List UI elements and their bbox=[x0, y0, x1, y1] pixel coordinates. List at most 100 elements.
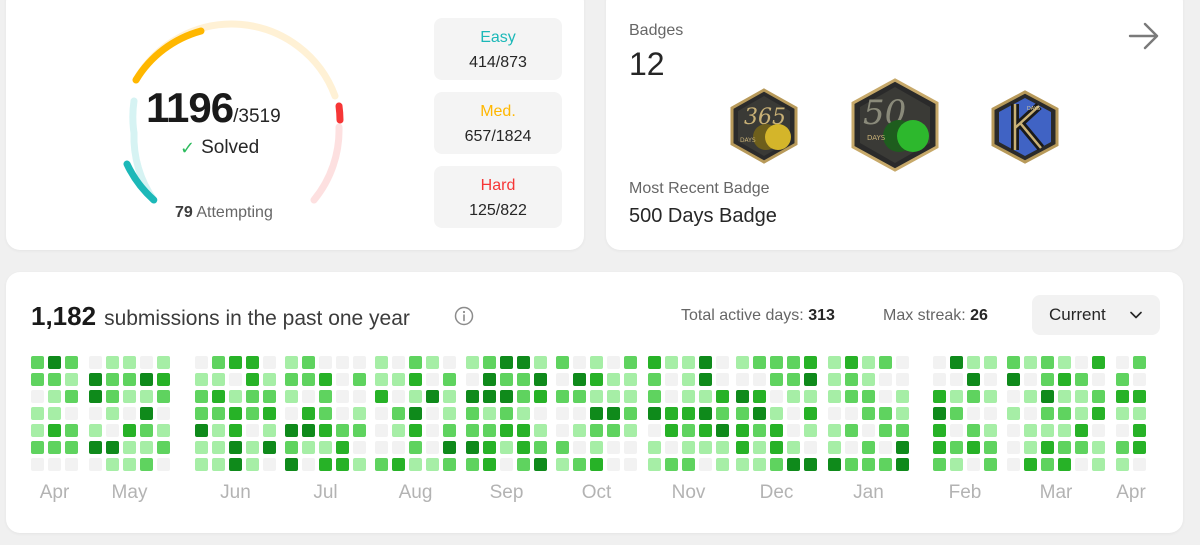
heatmap-cell[interactable] bbox=[195, 424, 208, 437]
heatmap-cell[interactable] bbox=[426, 407, 439, 420]
heatmap-cell[interactable] bbox=[31, 356, 44, 369]
heatmap-cell[interactable] bbox=[933, 356, 946, 369]
heatmap-cell[interactable] bbox=[517, 458, 530, 471]
heatmap-cell[interactable] bbox=[556, 441, 569, 454]
heatmap-cell[interactable] bbox=[967, 441, 980, 454]
heatmap-cell[interactable] bbox=[787, 458, 800, 471]
heatmap-cell[interactable] bbox=[48, 407, 61, 420]
heatmap-cell[interactable] bbox=[1075, 458, 1088, 471]
heatmap-cell[interactable] bbox=[682, 424, 695, 437]
heatmap-cell[interactable] bbox=[1133, 390, 1146, 403]
heatmap-cell[interactable] bbox=[426, 424, 439, 437]
heatmap-cell[interactable] bbox=[1075, 390, 1088, 403]
heatmap-cell[interactable] bbox=[246, 458, 259, 471]
heatmap-cell[interactable] bbox=[89, 458, 102, 471]
heatmap-cell[interactable] bbox=[753, 424, 766, 437]
heatmap-cell[interactable] bbox=[1041, 356, 1054, 369]
heatmap-cell[interactable] bbox=[89, 356, 102, 369]
heatmap-cell[interactable] bbox=[862, 356, 875, 369]
heatmap-cell[interactable] bbox=[89, 407, 102, 420]
heatmap-cell[interactable] bbox=[500, 407, 513, 420]
heatmap-cell[interactable] bbox=[246, 441, 259, 454]
heatmap-cell[interactable] bbox=[1024, 441, 1037, 454]
heatmap-cell[interactable] bbox=[716, 390, 729, 403]
heatmap-cell[interactable] bbox=[392, 373, 405, 386]
heatmap-cell[interactable] bbox=[828, 407, 841, 420]
heatmap-cell[interactable] bbox=[65, 441, 78, 454]
heatmap-cell[interactable] bbox=[409, 424, 422, 437]
heatmap-cell[interactable] bbox=[828, 373, 841, 386]
heatmap-cell[interactable] bbox=[1041, 390, 1054, 403]
heatmap-cell[interactable] bbox=[648, 407, 661, 420]
heatmap-cell[interactable] bbox=[229, 458, 242, 471]
heatmap-cell[interactable] bbox=[716, 441, 729, 454]
heatmap-cell[interactable] bbox=[770, 424, 783, 437]
heatmap-cell[interactable] bbox=[48, 390, 61, 403]
heatmap-cell[interactable] bbox=[804, 458, 817, 471]
heatmap-cell[interactable] bbox=[1058, 356, 1071, 369]
heatmap-cell[interactable] bbox=[336, 458, 349, 471]
heatmap-cell[interactable] bbox=[1075, 441, 1088, 454]
heatmap-cell[interactable] bbox=[31, 407, 44, 420]
heatmap-cell[interactable] bbox=[106, 390, 119, 403]
heatmap-cell[interactable] bbox=[48, 441, 61, 454]
heatmap-cell[interactable] bbox=[375, 407, 388, 420]
heatmap-cell[interactable] bbox=[263, 441, 276, 454]
heatmap-cell[interactable] bbox=[845, 441, 858, 454]
heatmap-cell[interactable] bbox=[845, 424, 858, 437]
heatmap-cell[interactable] bbox=[1116, 424, 1129, 437]
heatmap-cell[interactable] bbox=[770, 458, 783, 471]
heatmap-cell[interactable] bbox=[845, 458, 858, 471]
heatmap-cell[interactable] bbox=[500, 356, 513, 369]
heatmap-cell[interactable] bbox=[466, 441, 479, 454]
heatmap-cell[interactable] bbox=[967, 407, 980, 420]
heatmap-cell[interactable] bbox=[157, 441, 170, 454]
heatmap-cell[interactable] bbox=[1133, 356, 1146, 369]
heatmap-cell[interactable] bbox=[787, 373, 800, 386]
heatmap-cell[interactable] bbox=[862, 458, 875, 471]
heatmap-cell[interactable] bbox=[1075, 373, 1088, 386]
heatmap-cell[interactable] bbox=[534, 390, 547, 403]
heatmap-cell[interactable] bbox=[426, 390, 439, 403]
heatmap-cell[interactable] bbox=[65, 458, 78, 471]
heatmap-cell[interactable] bbox=[534, 458, 547, 471]
heatmap-cell[interactable] bbox=[466, 356, 479, 369]
heatmap-cell[interactable] bbox=[984, 390, 997, 403]
heatmap-cell[interactable] bbox=[123, 407, 136, 420]
heatmap-cell[interactable] bbox=[375, 441, 388, 454]
heatmap-cell[interactable] bbox=[573, 407, 586, 420]
heatmap-cell[interactable] bbox=[375, 356, 388, 369]
heatmap-cell[interactable] bbox=[123, 373, 136, 386]
heatmap-cell[interactable] bbox=[1116, 356, 1129, 369]
info-icon[interactable] bbox=[454, 306, 474, 326]
heatmap-cell[interactable] bbox=[353, 373, 366, 386]
heatmap-cell[interactable] bbox=[212, 356, 225, 369]
heatmap-cell[interactable] bbox=[89, 373, 102, 386]
heatmap-cell[interactable] bbox=[336, 424, 349, 437]
heatmap-cell[interactable] bbox=[753, 458, 766, 471]
heatmap-cell[interactable] bbox=[285, 458, 298, 471]
heatmap-cell[interactable] bbox=[1092, 373, 1105, 386]
heatmap-cell[interactable] bbox=[319, 356, 332, 369]
heatmap-cell[interactable] bbox=[500, 390, 513, 403]
heatmap-cell[interactable] bbox=[933, 441, 946, 454]
heatmap-cell[interactable] bbox=[426, 458, 439, 471]
heatmap-cell[interactable] bbox=[736, 441, 749, 454]
heatmap-cell[interactable] bbox=[804, 356, 817, 369]
heatmap-cell[interactable] bbox=[1116, 458, 1129, 471]
heatmap-cell[interactable] bbox=[699, 356, 712, 369]
heatmap-cell[interactable] bbox=[31, 373, 44, 386]
heatmap-cell[interactable] bbox=[862, 407, 875, 420]
heatmap-cell[interactable] bbox=[157, 373, 170, 386]
heatmap-cell[interactable] bbox=[212, 390, 225, 403]
heatmap-cell[interactable] bbox=[699, 373, 712, 386]
heatmap-cell[interactable] bbox=[1007, 441, 1020, 454]
heatmap-cell[interactable] bbox=[336, 356, 349, 369]
heatmap-cell[interactable] bbox=[950, 356, 963, 369]
heatmap-cell[interactable] bbox=[246, 407, 259, 420]
heatmap-cell[interactable] bbox=[950, 407, 963, 420]
heatmap-cell[interactable] bbox=[862, 390, 875, 403]
heatmap-cell[interactable] bbox=[89, 441, 102, 454]
heatmap-cell[interactable] bbox=[89, 424, 102, 437]
heatmap-cell[interactable] bbox=[607, 458, 620, 471]
